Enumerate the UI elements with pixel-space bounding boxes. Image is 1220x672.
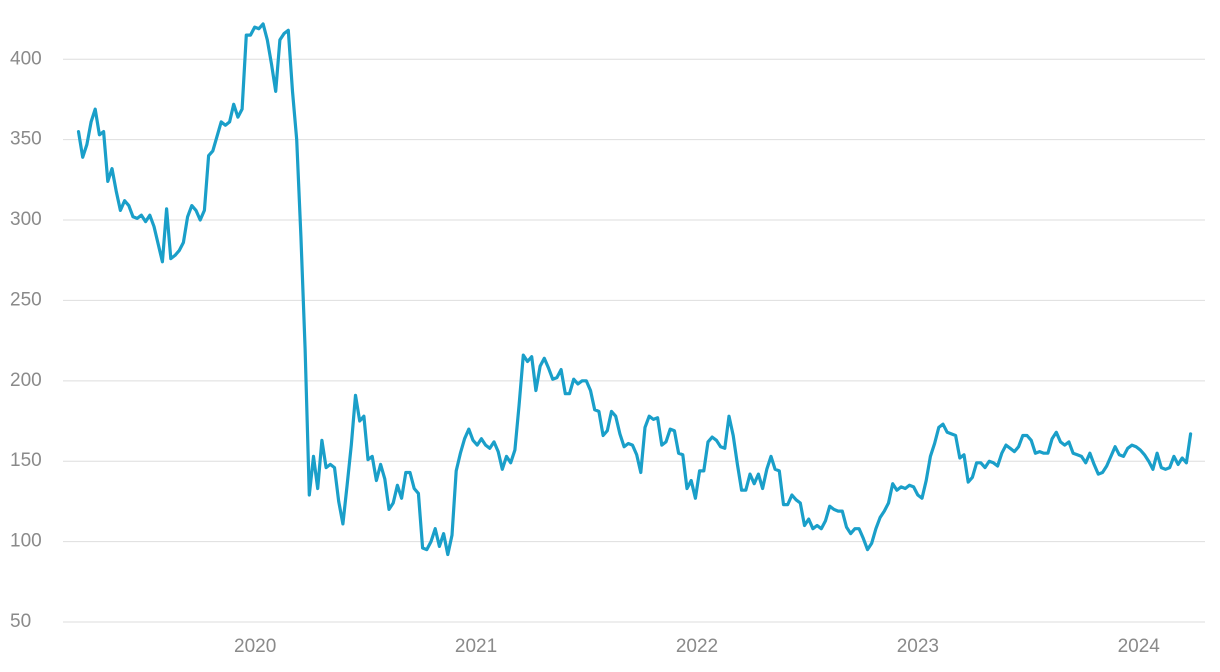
- x-tick-label: 2024: [1118, 636, 1161, 657]
- y-tick-label: 200: [10, 370, 42, 391]
- x-tick-label: 2022: [676, 636, 718, 657]
- line: [76, 22, 1193, 557]
- x-tick-label: 2021: [455, 636, 497, 657]
- x-tick-label: 2020: [234, 636, 276, 657]
- y-tick-label: 400: [10, 48, 42, 69]
- y-tick-label: 300: [10, 209, 42, 230]
- y-tick-label: 50: [10, 611, 31, 632]
- x-tick-label: 2023: [897, 636, 939, 657]
- y-tick-label: 100: [10, 531, 42, 552]
- y-tick-label: 350: [10, 129, 42, 150]
- y-tick-label: 150: [10, 450, 42, 471]
- y-tick-label: 250: [10, 289, 42, 310]
